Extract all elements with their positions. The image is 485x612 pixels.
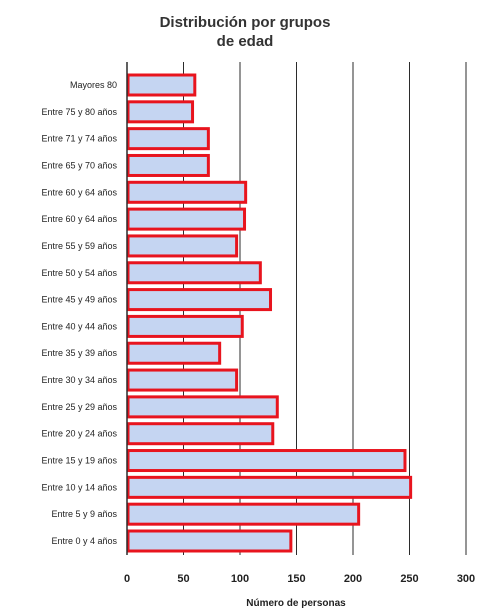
x-axis-title: Número de personas [246,598,346,609]
category-label: Entre 71 y 74 años [41,134,117,144]
bar [126,449,407,473]
category-label: Entre 40 y 44 años [41,321,117,331]
x-tick-label: 100 [231,573,249,585]
category-label: Entre 20 y 24 años [41,429,117,439]
category-label: Entre 30 y 34 años [41,375,117,385]
bar [126,288,273,312]
bar [126,502,361,526]
bar [126,314,244,338]
x-tick-label: 250 [400,573,418,585]
bar [126,207,247,231]
bar [126,261,262,285]
bar [126,475,413,499]
category-label: Entre 75 y 80 años [41,107,117,117]
gridlines [183,62,467,555]
bar [126,395,279,419]
x-tick-label: 0 [124,573,130,585]
x-tick-labels: 0 50 100 150 200 250 300 [124,573,475,585]
category-label: Entre 25 y 29 años [41,402,117,412]
bar [126,422,275,446]
bars [126,73,413,553]
bar [126,100,195,124]
chart-title-line-2: de edad [217,33,274,50]
bar [126,180,248,204]
bar [126,368,239,392]
category-label: Entre 60 y 64 años [41,214,117,224]
category-label: Entre 5 y 9 años [51,509,117,519]
category-label: Mayores 80 [70,80,117,90]
category-label: Entre 45 y 49 años [41,295,117,305]
x-tick-label: 150 [287,573,305,585]
x-tick-label: 300 [457,573,475,585]
bar [126,73,197,97]
chart-title-line-1: Distribución por grupos [160,14,331,31]
bar [126,529,293,553]
bar [126,127,210,151]
bar [126,234,239,258]
x-tick-label: 200 [344,573,362,585]
category-label: Entre 15 y 19 años [41,456,117,466]
bar [126,341,222,365]
category-labels: Mayores 80 Entre 75 y 80 años Entre 71 y 7… [41,80,117,546]
category-label: Entre 60 y 64 años [41,187,117,197]
category-label: Entre 65 y 70 años [41,160,117,170]
category-label: Entre 55 y 59 años [41,241,117,251]
category-label: Entre 10 y 14 años [41,482,117,492]
category-label: Entre 35 y 39 años [41,348,117,358]
category-label: Entre 0 y 4 años [51,536,117,546]
category-label: Entre 50 y 54 años [41,268,117,278]
x-tick-label: 50 [177,573,189,585]
bar [126,153,210,177]
